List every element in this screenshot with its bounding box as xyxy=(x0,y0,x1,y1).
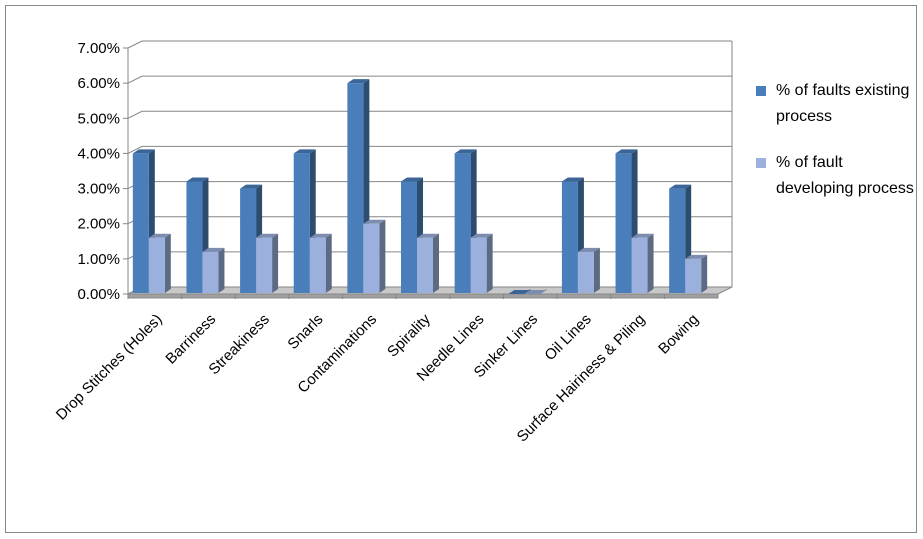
bar xyxy=(363,219,386,293)
legend-item: % of faults existing process xyxy=(756,78,916,130)
bar-top xyxy=(240,184,263,189)
bar xyxy=(309,233,332,293)
grid-line xyxy=(127,40,732,49)
bar xyxy=(577,247,600,293)
bar-front xyxy=(577,251,594,293)
bar-front xyxy=(363,223,380,293)
bar-front xyxy=(417,237,433,293)
bar-front xyxy=(202,251,219,293)
bar-front xyxy=(347,83,364,294)
legend-swatch xyxy=(756,86,766,96)
bar xyxy=(417,233,439,293)
bar-side xyxy=(593,247,600,293)
legend-swatch xyxy=(756,158,766,168)
grid-line xyxy=(127,110,732,119)
bar-top xyxy=(577,247,600,252)
bar xyxy=(256,233,279,293)
bar-side xyxy=(218,247,225,293)
bar-top xyxy=(401,177,423,182)
y-tick-label: 2.00% xyxy=(77,216,120,233)
bar-side xyxy=(164,233,171,293)
y-tick-label: 1.00% xyxy=(77,251,120,268)
y-tick-label: 3.00% xyxy=(77,181,120,198)
bar-front xyxy=(615,153,632,293)
bar-front xyxy=(470,237,487,293)
y-tick-label: 6.00% xyxy=(77,75,120,92)
bar-top xyxy=(256,233,279,238)
legend-item: % of fault developing process xyxy=(756,150,916,202)
bar-top xyxy=(524,290,547,294)
bar-side xyxy=(272,233,279,293)
bar xyxy=(470,233,493,293)
bar-front xyxy=(561,181,578,293)
legend-label: % of faults existing process xyxy=(776,82,910,125)
grid-line xyxy=(127,75,732,84)
bar xyxy=(524,289,547,294)
bar-top xyxy=(561,177,584,182)
bar-front xyxy=(293,153,310,293)
bar-top xyxy=(615,149,638,154)
bar xyxy=(132,149,155,293)
bar-side xyxy=(325,233,332,293)
bar-side xyxy=(701,254,708,293)
bar-top xyxy=(508,290,531,294)
back-wall xyxy=(142,41,732,287)
bar-top xyxy=(186,177,209,182)
bar-top xyxy=(363,219,386,224)
bar-front xyxy=(401,181,417,293)
bar-top xyxy=(631,233,654,238)
bar-side xyxy=(647,233,654,293)
grid-line xyxy=(127,145,732,154)
bar xyxy=(508,289,531,294)
bar xyxy=(685,254,708,293)
bar-front xyxy=(454,153,471,293)
bar-top xyxy=(202,247,225,252)
bar xyxy=(202,247,225,293)
floor-edge xyxy=(127,293,719,299)
bar-front xyxy=(186,181,203,293)
bar-top xyxy=(470,233,493,238)
bar-top xyxy=(685,254,708,259)
bar-top xyxy=(148,233,171,238)
bar-top xyxy=(669,184,692,189)
bar-front xyxy=(240,188,257,293)
bar-top xyxy=(417,233,439,238)
bar-side xyxy=(486,233,493,293)
bar-front xyxy=(685,258,702,293)
bar xyxy=(148,233,171,293)
legend: % of faults existing process % of fault d… xyxy=(756,78,916,222)
bar-front xyxy=(631,237,648,293)
y-tick-label: 7.00% xyxy=(77,40,120,57)
legend-label: % of fault developing process xyxy=(776,154,914,197)
bar xyxy=(631,233,654,293)
y-tick-label: 4.00% xyxy=(77,145,120,162)
bar-side xyxy=(379,219,386,293)
bar-top xyxy=(347,79,370,84)
bar-side xyxy=(433,233,439,293)
bar-front xyxy=(309,237,326,293)
bar-front xyxy=(132,153,149,293)
bar-front xyxy=(256,237,273,293)
bar-front xyxy=(148,237,165,293)
bar-front xyxy=(669,188,686,293)
y-tick-label: 0.00% xyxy=(77,286,120,303)
bar-top xyxy=(132,149,155,154)
y-tick-label: 5.00% xyxy=(77,110,120,127)
bar-top xyxy=(309,233,332,238)
bar-top xyxy=(293,149,316,154)
bar-top xyxy=(454,149,477,154)
